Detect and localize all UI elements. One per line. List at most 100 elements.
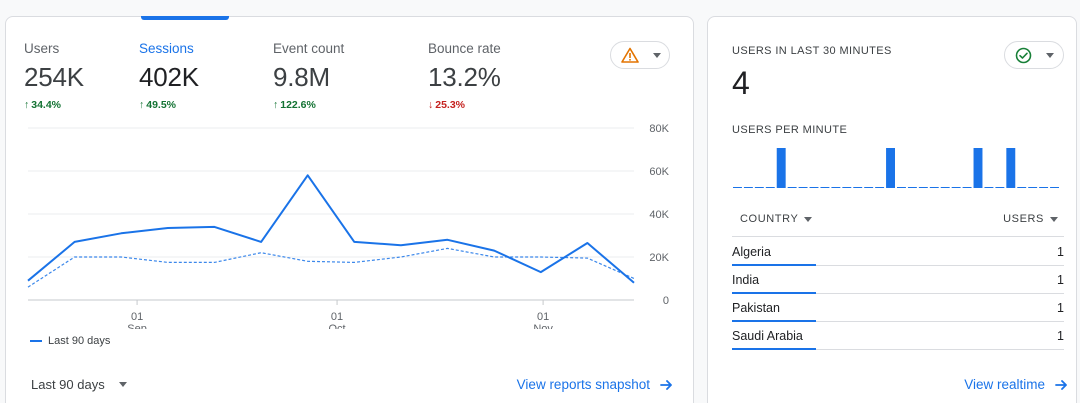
minute-bar-empty <box>951 187 961 188</box>
series-line-current <box>27 174 635 284</box>
minute-bar-empty <box>918 187 928 188</box>
link-label: View reports snapshot <box>516 377 650 392</box>
minute-bar-empty <box>995 187 1005 188</box>
chevron-down-icon <box>118 382 127 387</box>
minute-bar-empty <box>798 187 808 188</box>
x-tick-day: 01 <box>331 311 343 323</box>
users-per-minute-chart <box>733 148 1059 188</box>
metric-label: Bounce rate <box>428 41 501 56</box>
arrow-right-icon <box>1055 379 1067 390</box>
chevron-down-icon <box>1046 52 1054 58</box>
minute-bar-empty <box>853 187 863 188</box>
minute-bar-empty <box>1050 187 1059 188</box>
row-bar <box>732 292 816 294</box>
table-row: Algeria 1 <box>732 238 1064 266</box>
realtime-status-button[interactable] <box>1004 41 1064 69</box>
table-row: Saudi Arabia 1 <box>732 322 1064 350</box>
minute-bar-empty <box>809 187 819 188</box>
metric-change: ↓ 25.3% <box>428 99 466 111</box>
metric-value: 254K <box>24 62 84 92</box>
arrow-right-icon <box>660 379 672 390</box>
minute-bar-empty <box>1028 187 1038 188</box>
x-tick-day: 01 <box>131 311 143 323</box>
table-header: COUNTRY USERS <box>732 209 1064 237</box>
country-name: Pakistan <box>732 301 780 315</box>
overview-card: Users 254K ↑ 34.4% Sessions 402K ↑ 49.5% E… <box>5 16 694 403</box>
date-range-dropdown[interactable]: Last 90 days <box>31 377 127 392</box>
minute-bar <box>973 148 983 188</box>
user-count: 1 <box>1057 273 1064 287</box>
metric-change: ↑ 34.4% <box>24 99 62 111</box>
y-tick-label: 40K <box>649 209 669 221</box>
user-count: 1 <box>1057 245 1064 259</box>
table-row: Pakistan 1 <box>732 294 1064 322</box>
arrow-up-icon: ↑ <box>273 99 279 111</box>
realtime-title: USERS IN LAST 30 MINUTES <box>732 45 892 57</box>
date-range-label: Last 90 days <box>31 377 105 392</box>
users-per-minute-label: USERS PER MINUTE <box>732 124 848 136</box>
table-row: India 1 <box>732 266 1064 294</box>
metric-value: 402K <box>139 62 199 92</box>
legend-swatch <box>30 340 42 342</box>
arrow-down-icon: ↓ <box>428 99 434 111</box>
minute-bar-empty <box>787 187 797 188</box>
minute-bar <box>886 148 895 188</box>
metric-bounce-rate[interactable]: Bounce rate 13.2% ↓ 25.3% <box>428 41 501 111</box>
minute-bar <box>776 148 786 188</box>
minute-bar-empty <box>907 187 917 188</box>
insights-alert-button[interactable] <box>610 41 670 69</box>
active-metric-indicator <box>141 16 229 20</box>
minute-bar-empty <box>754 187 764 188</box>
minute-bar-empty <box>984 187 994 188</box>
x-tick-day: 01 <box>537 311 549 323</box>
y-tick-label: 80K <box>649 123 669 135</box>
realtime-card: USERS IN LAST 30 MINUTES 4 USERS PER MIN… <box>707 16 1077 403</box>
realtime-user-count: 4 <box>732 65 750 101</box>
y-tick-label: 60K <box>649 166 669 178</box>
legend-label: Last 90 days <box>48 335 111 347</box>
view-reports-snapshot-link[interactable]: View reports snapshot <box>517 377 673 392</box>
minute-bar-empty <box>842 187 852 188</box>
link-label: View realtime <box>964 377 1045 392</box>
sort-down-icon <box>1050 216 1058 222</box>
arrow-up-icon: ↑ <box>139 99 145 111</box>
metric-sessions[interactable]: Sessions 402K ↑ 49.5% <box>139 41 199 111</box>
minute-bar-empty <box>733 187 742 188</box>
minute-bar-empty <box>820 187 830 188</box>
chevron-down-icon <box>653 52 661 58</box>
metric-value: 9.8M <box>273 62 331 92</box>
chart-legend: Last 90 days <box>30 335 110 347</box>
minute-bar-empty <box>743 187 753 188</box>
x-tick-month: Nov <box>533 323 553 329</box>
view-realtime-link[interactable]: View realtime <box>964 377 1068 392</box>
y-tick-label: 20K <box>649 252 669 264</box>
country-column-header[interactable]: COUNTRY <box>740 213 813 225</box>
metric-value: 13.2% <box>428 62 501 92</box>
minute-bar <box>1006 148 1016 188</box>
country-name: Saudi Arabia <box>732 329 803 343</box>
users-column-header[interactable]: USERS <box>1003 213 1058 225</box>
minute-bar-empty <box>864 187 874 188</box>
country-name: India <box>732 273 760 287</box>
minute-bar-empty <box>1017 187 1027 188</box>
metric-event-count[interactable]: Event count 9.8M ↑ 122.6% <box>273 41 344 111</box>
sort-down-icon <box>804 216 813 222</box>
metric-change: ↑ 49.5% <box>139 99 177 111</box>
minute-bar-empty <box>875 187 885 188</box>
row-bar <box>732 348 816 350</box>
minute-bar-empty <box>929 187 939 188</box>
arrow-up-icon: ↑ <box>24 99 30 111</box>
minute-bar-empty <box>765 187 775 188</box>
check-circle-icon <box>1015 47 1032 63</box>
minute-bar-empty <box>831 187 841 188</box>
metric-users[interactable]: Users 254K ↑ 34.4% <box>24 41 84 111</box>
minute-bar-empty <box>897 187 906 188</box>
metric-label: Event count <box>273 41 345 56</box>
minute-bar-empty <box>962 187 972 188</box>
y-tick-label: 0 <box>663 295 669 307</box>
row-bar <box>732 264 816 266</box>
country-name: Algeria <box>732 245 771 259</box>
series-line-comparison <box>27 247 635 288</box>
metric-label: Users <box>24 41 60 56</box>
